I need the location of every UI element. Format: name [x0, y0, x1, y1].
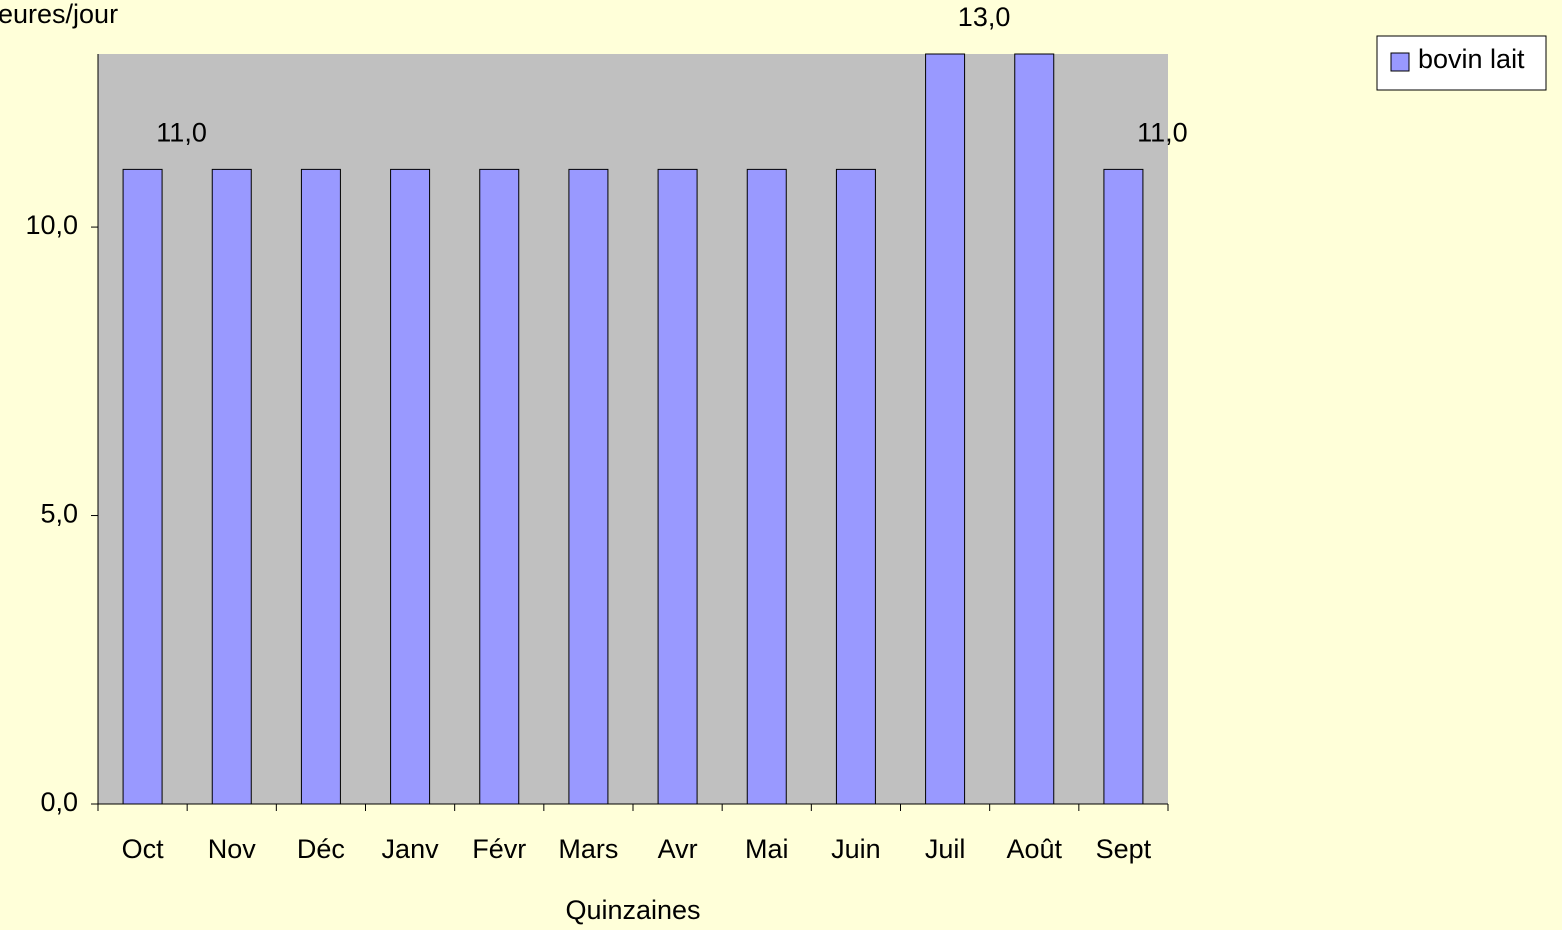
x-tick-label: Janv: [382, 834, 440, 864]
bar: [300, 168, 341, 805]
bar: [835, 168, 876, 805]
x-tick-label: Mars: [558, 834, 618, 864]
y-tick-label: 5,0: [40, 499, 78, 529]
bar: [1014, 53, 1055, 805]
x-tick-label: Oct: [122, 834, 165, 864]
bar: [657, 168, 698, 805]
bar: [122, 168, 163, 805]
y-tick-label: 10,0: [25, 210, 78, 240]
bar: [746, 168, 787, 805]
x-axis-label: Quinzaines: [565, 895, 700, 925]
data-label: 11,0: [1137, 118, 1188, 148]
bar: [925, 53, 966, 805]
x-tick-label: Avr: [658, 834, 698, 864]
y-axis-label: eures/jour: [0, 0, 118, 29]
x-tick-label: Févr: [472, 834, 526, 864]
y-tick-label: 0,0: [40, 787, 78, 817]
bar: [1103, 168, 1144, 805]
data-label: 11,0: [156, 118, 207, 148]
legend-label: bovin lait: [1418, 44, 1525, 74]
x-tick-label: Déc: [297, 834, 345, 864]
bar: [390, 168, 431, 805]
bar: [479, 168, 520, 805]
x-tick-label: Juil: [925, 834, 966, 864]
x-tick-label: Mai: [745, 834, 789, 864]
x-tick-label: Nov: [208, 834, 257, 864]
bar: [568, 168, 609, 805]
legend-swatch: [1390, 52, 1410, 72]
x-tick-label: Sept: [1096, 834, 1152, 864]
bar: [211, 168, 252, 805]
data-label: 13,0: [958, 2, 1011, 32]
x-tick-label: Juin: [831, 834, 881, 864]
x-tick-label: Août: [1006, 834, 1062, 864]
plot-area: [98, 54, 1168, 804]
